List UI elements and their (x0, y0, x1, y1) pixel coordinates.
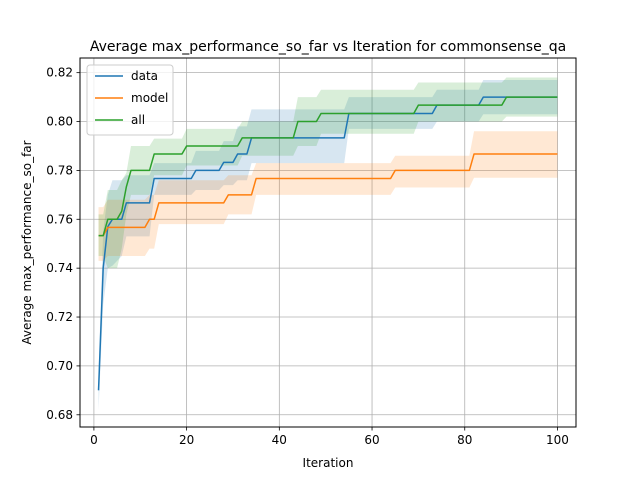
y-tick-label: 0.78 (46, 163, 73, 177)
y-tick-label: 0.72 (46, 310, 73, 324)
series-line-all (98, 96, 558, 237)
legend-label-model: model (131, 91, 168, 105)
x-tick-label: 20 (179, 433, 194, 447)
y-tick-label: 0.70 (46, 359, 73, 373)
y-tick-label: 0.76 (46, 212, 73, 226)
x-tick-label: 0 (90, 433, 98, 447)
y-axis-title: Average max_performance_so_far (20, 140, 34, 344)
legend-label-data: data (131, 69, 158, 83)
y-tick-label: 0.74 (46, 261, 73, 275)
y-tick-label: 0.68 (46, 408, 73, 422)
x-axis-title: Iteration (303, 456, 354, 470)
grid (80, 58, 576, 427)
legend-box (86, 64, 174, 136)
plot-frame (79, 57, 577, 428)
chart-title: Average max_performance_so_far vs Iterat… (90, 39, 566, 55)
series-lines (97, 96, 558, 391)
x-tick-label: 60 (364, 433, 379, 447)
y-tick-label: 0.82 (46, 66, 73, 80)
series-line-data (97, 96, 558, 391)
series-line-model (98, 153, 558, 237)
band-data (98, 79, 558, 410)
y-tick-label: 0.80 (46, 115, 73, 129)
x-tick-label: 100 (546, 433, 569, 447)
axis-ticks: 0 20 40 60 80 100 0.68 0.70 0.72 0.74 0.76 0.78 0.80… (46, 66, 569, 447)
x-tick-label: 40 (272, 433, 287, 447)
band-model (98, 131, 558, 261)
legend-label-all: all (131, 113, 145, 127)
x-tick-label: 80 (457, 433, 472, 447)
legend: data model all (86, 64, 174, 136)
